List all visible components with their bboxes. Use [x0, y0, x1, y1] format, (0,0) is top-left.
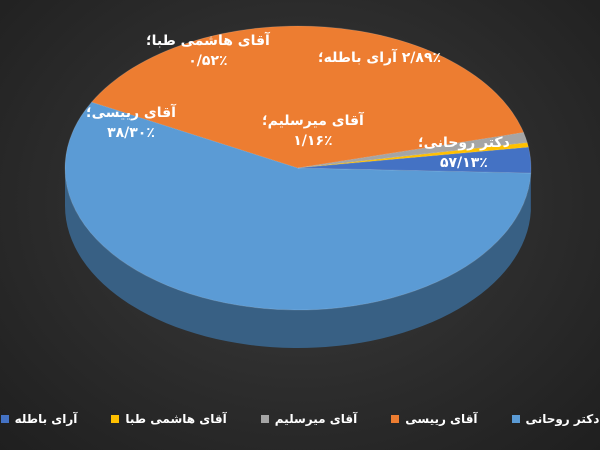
slice-raisi [90, 25, 525, 169]
legend: دکتر روحانی آقای رییسی آقای میرسلیم آقای… [0, 412, 600, 426]
legend-item-hashemitaba: آقای هاشمی طبا [111, 412, 227, 426]
data-label-mirsalim-value: ۱/۱۶٪ [293, 133, 333, 150]
legend-swatch-rouhani [511, 415, 520, 423]
data-label-invalid-value: ۲/۸۹٪ [401, 50, 442, 66]
slice-side-rouhani [65, 168, 531, 349]
data-label-mirsalim: آقای میرسلیم؛ ۱/۱۶٪ [262, 111, 364, 152]
slice-rouhani [64, 101, 532, 311]
legend-label-mirsalim: آقای میرسلیم [274, 412, 358, 426]
data-label-hashemitaba-value: ۰/۵۲٪ [188, 53, 228, 70]
legend-item-invalid: آرای باطله [0, 412, 78, 426]
slice-invalid [297, 146, 532, 174]
data-label-invalid-text: ۲/۸۹٪ آرای باطله؛ [318, 48, 441, 68]
legend-item-raisi: آقای رییسی [391, 412, 478, 426]
legend-swatch-hashemitaba [111, 415, 120, 423]
legend-label-rouhani: دکتر روحانی [525, 412, 600, 426]
legend-label-invalid: آرای باطله [14, 412, 78, 426]
data-label-hashemitaba-name: آقای هاشمی طبا؛ [146, 33, 270, 49]
legend-item-mirsalim: آقای میرسلیم [260, 412, 358, 426]
data-label-rouhani: دکتر روحانی؛ ۵۷/۱۳٪ [418, 133, 510, 174]
legend-swatch-raisi [391, 415, 400, 423]
slice-mirsalim [297, 132, 528, 169]
legend-label-raisi: آقای رییسی [405, 412, 478, 426]
data-label-hashemitaba: آقای هاشمی طبا؛ ۰/۵۲٪ [146, 31, 270, 72]
legend-swatch-mirsalim [260, 415, 269, 423]
data-label-rouhani-name: دکتر روحانی؛ [418, 135, 510, 151]
legend-label-hashemitaba: آقای هاشمی طبا [125, 412, 227, 426]
slice-hashemitaba [297, 142, 529, 169]
data-label-invalid: ۲/۸۹٪ آرای باطله؛ [318, 48, 441, 68]
legend-item-rouhani: دکتر روحانی [511, 412, 600, 426]
pie-chart [64, 25, 532, 349]
data-label-mirsalim-name: آقای میرسلیم؛ [262, 113, 364, 129]
data-label-raisi-name: آقای رییسی؛ [86, 105, 176, 121]
data-label-raisi: آقای رییسی؛ ۳۸/۳۰٪ [86, 103, 176, 144]
legend-swatch-invalid [0, 415, 9, 423]
data-label-raisi-value: ۳۸/۳۰٪ [107, 125, 155, 142]
data-label-invalid-name: آرای باطله؛ [318, 50, 397, 66]
data-label-rouhani-value: ۵۷/۱۳٪ [439, 155, 488, 172]
